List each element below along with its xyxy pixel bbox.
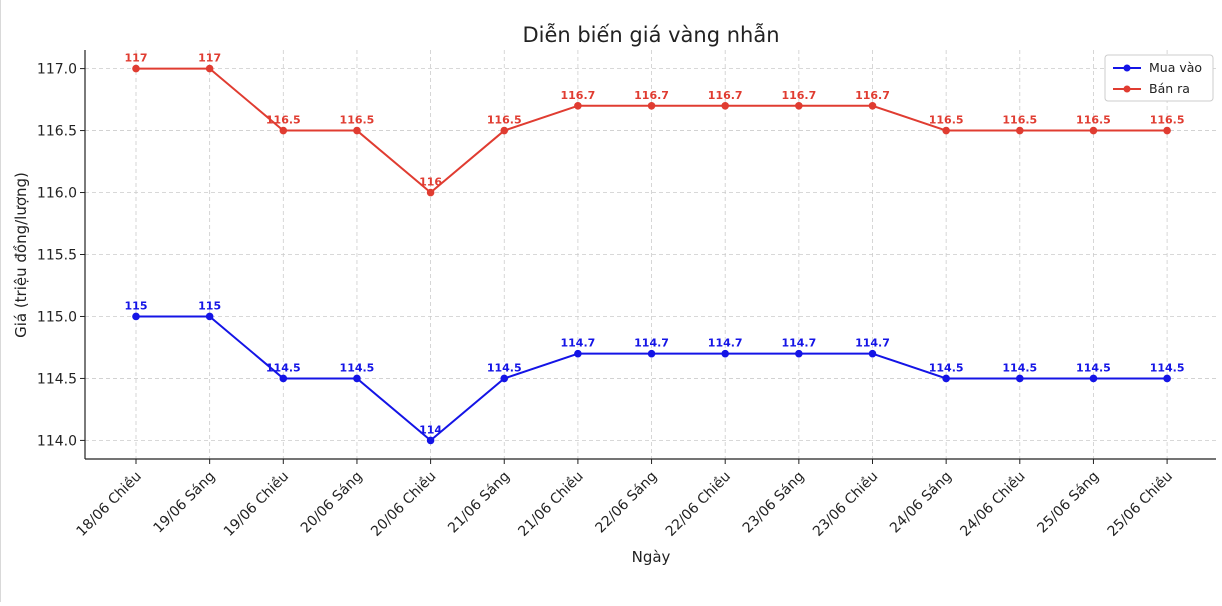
data-point: [279, 126, 288, 135]
data-point: [205, 312, 214, 321]
data-label: 114.5: [1150, 361, 1185, 374]
data-point: [1163, 374, 1171, 383]
data-label: 116.5: [1076, 114, 1111, 127]
grid-lines: [85, 50, 1216, 459]
data-point: [1016, 374, 1024, 383]
x-tick-label: 25/06 Sáng: [1034, 469, 1102, 537]
data-point: [353, 374, 361, 383]
legend-swatch-marker: [1123, 85, 1131, 93]
data-label: 114.7: [855, 337, 890, 350]
data-label: 114.7: [561, 337, 596, 350]
data-label: 114.5: [1002, 361, 1037, 374]
x-tick-label: 24/06 Sáng: [887, 469, 955, 537]
x-axis-label: Ngày: [632, 548, 671, 566]
x-tick-label: 24/06 Chiều: [957, 468, 1029, 540]
x-tick-label: 25/06 Chiều: [1104, 468, 1176, 540]
legend-label: Bán ra: [1149, 81, 1190, 96]
data-point: [132, 64, 140, 73]
x-tick-label: 19/06 Chiều: [220, 468, 292, 540]
data-point: [721, 349, 729, 358]
series-group: 115 115 114.5 114.5 114 114.5 114.7 114.7 114.7 1…: [125, 52, 1185, 445]
data-point: [721, 101, 729, 110]
y-tick-label: 115.0: [37, 309, 77, 325]
x-tick-label: 22/06 Sáng: [592, 469, 660, 537]
data-point: [868, 101, 877, 110]
data-label: 114.7: [634, 337, 669, 350]
data-label: 117: [198, 52, 221, 65]
x-tick-label: 19/06 Sáng: [151, 469, 219, 537]
data-label: 116: [419, 176, 442, 189]
data-point: [574, 349, 582, 358]
x-axis-ticks: 18/06 Chiều 19/06 Sáng 19/06 Chiều 20/06 Sá…: [73, 459, 1176, 540]
data-point: [795, 101, 803, 110]
x-tick-label: 20/06 Sáng: [298, 469, 366, 537]
x-tick-label: 23/06 Sáng: [740, 469, 808, 537]
data-point: [205, 64, 214, 73]
data-point: [500, 126, 509, 135]
y-tick-label: 116.0: [37, 186, 77, 202]
data-label: 114.5: [1076, 361, 1111, 374]
data-label: 114.7: [708, 337, 743, 350]
y-axis-ticks: 114.0 114.5 115.0 115.5 116.0 116.5 117.0: [37, 62, 85, 449]
data-point: [1089, 126, 1098, 135]
data-point: [353, 126, 361, 135]
y-tick-label: 114.5: [37, 371, 77, 387]
data-label: 114: [419, 423, 442, 436]
data-point: [1163, 126, 1171, 135]
data-label: 116.5: [1002, 114, 1037, 127]
data-label: 116.7: [708, 89, 743, 102]
series-mua-vao: 115 115 114.5 114.5 114 114.5 114.7 114.7 114.7 1…: [125, 299, 1185, 445]
data-point: [132, 312, 140, 321]
data-point: [647, 349, 656, 358]
x-tick-label: 20/06 Chiều: [367, 468, 439, 540]
data-label: 114.5: [929, 361, 964, 374]
x-tick-label: 22/06 Chiều: [662, 468, 734, 540]
data-point: [942, 126, 950, 135]
data-label: 116.7: [634, 89, 669, 102]
y-tick-label: 114.0: [37, 433, 77, 449]
data-label: 116.5: [1150, 114, 1185, 127]
data-point: [500, 374, 509, 383]
data-label: 115: [125, 299, 148, 312]
data-point: [574, 101, 582, 110]
data-label: 115: [198, 299, 221, 312]
y-tick-label: 116.5: [37, 124, 77, 140]
y-tick-label: 117.0: [37, 62, 77, 78]
x-tick-label: 18/06 Chiều: [73, 468, 145, 540]
y-tick-label: 115.5: [37, 248, 77, 264]
legend-label: Mua vào: [1149, 60, 1202, 75]
data-label: 116.5: [266, 114, 301, 127]
x-tick-label: 23/06 Chiều: [809, 468, 881, 540]
legend-swatch-marker: [1123, 64, 1131, 72]
data-label: 114.7: [781, 337, 816, 350]
x-tick-label: 21/06 Sáng: [445, 469, 513, 537]
data-point: [795, 349, 803, 358]
data-point: [426, 436, 435, 445]
data-label: 114.5: [487, 361, 522, 374]
data-point: [647, 101, 656, 110]
data-label: 116.7: [855, 89, 890, 102]
data-point: [1016, 126, 1024, 135]
data-point: [1089, 374, 1098, 383]
data-label: 116.5: [487, 114, 522, 127]
data-point: [279, 374, 288, 383]
x-tick-label: 21/06 Chiều: [515, 468, 587, 540]
y-axis-label: Giá (triệu đồng/lượng): [12, 172, 30, 338]
data-label: 117: [125, 52, 148, 65]
data-label: 116.5: [929, 114, 964, 127]
data-label: 116.5: [340, 114, 375, 127]
data-point: [868, 349, 877, 358]
series-ban-ra: 117 117 116.5 116.5 116 116.5 116.7 116.7 116.7 1…: [125, 52, 1185, 197]
data-label: 114.5: [340, 361, 375, 374]
legend: Mua vào Bán ra: [1104, 54, 1214, 102]
data-point: [942, 374, 950, 383]
data-label: 116.7: [781, 89, 816, 102]
data-label: 116.7: [561, 89, 596, 102]
chart-title: Diễn biến giá vàng nhẫn: [522, 22, 779, 47]
data-point: [426, 188, 435, 197]
data-label: 114.5: [266, 361, 301, 374]
